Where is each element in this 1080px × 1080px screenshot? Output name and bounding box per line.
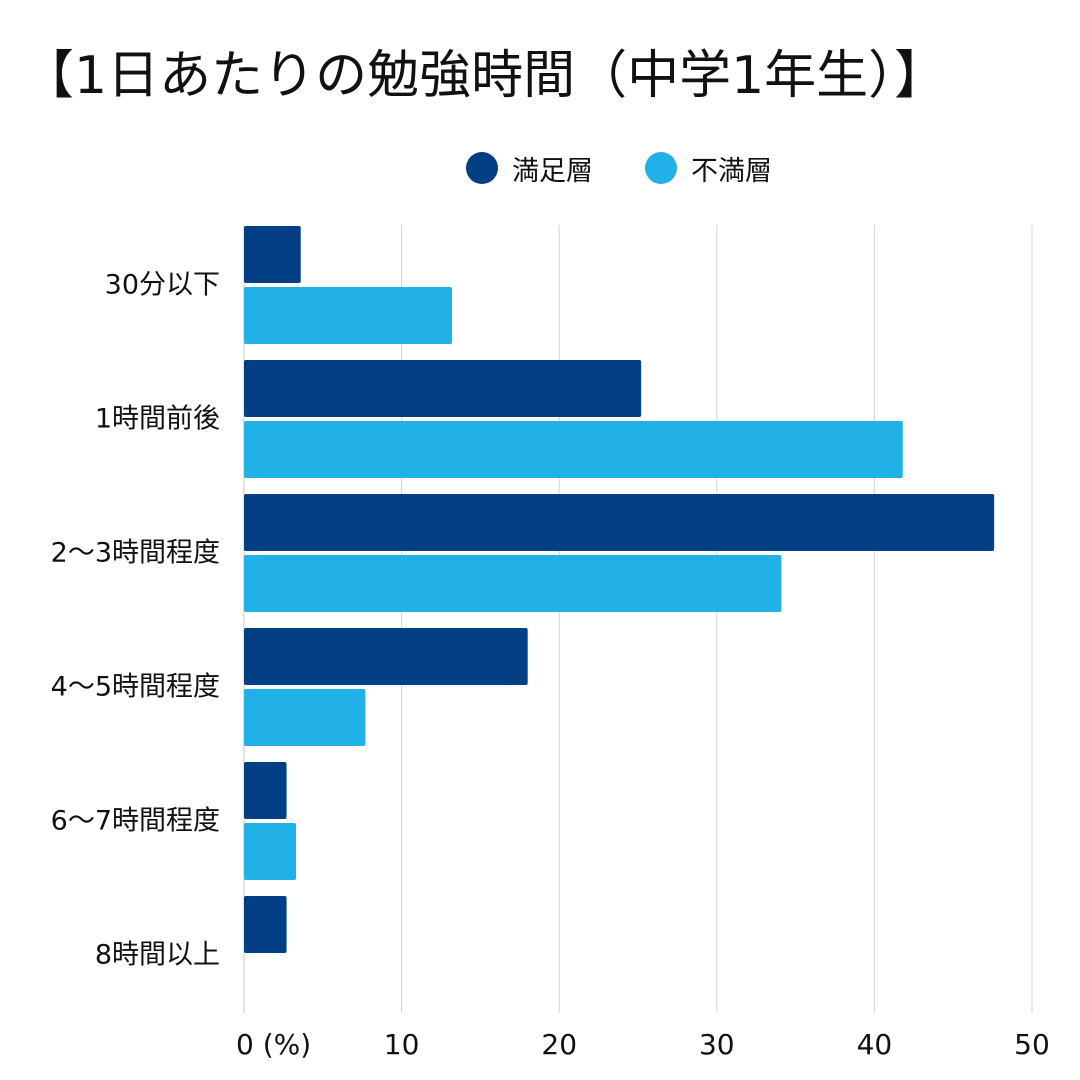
x-tick-label: 30 <box>699 1028 735 1061</box>
bar-satisfied <box>244 494 995 551</box>
bar-satisfied <box>244 896 287 953</box>
legend-marker-dissatisfied <box>645 152 677 184</box>
x-tick-label: 0 (%) <box>236 1028 311 1061</box>
x-tick-label: 20 <box>541 1028 577 1061</box>
bar-dissatisfied <box>244 287 453 344</box>
category-label: 1時間前後 <box>95 404 220 435</box>
legend-marker-satisfied <box>466 152 498 184</box>
legend-label-satisfied: 満足層 <box>512 155 593 187</box>
legend-item-satisfied: 満足層 <box>466 149 593 188</box>
bar-dissatisfied <box>244 689 366 746</box>
x-tick-label: 40 <box>857 1028 893 1061</box>
chart-legend: 満足層 不満層 <box>466 149 772 188</box>
chart-title: 【1日あたりの勉強時間（中学1年生）】 <box>22 46 947 106</box>
bar-satisfied <box>244 628 528 685</box>
bar-satisfied <box>244 360 642 417</box>
bar-satisfied <box>244 762 287 819</box>
category-label: 2〜3時間程度 <box>51 538 220 569</box>
category-label: 4〜5時間程度 <box>51 672 220 703</box>
x-tick-label: 50 <box>1014 1028 1050 1061</box>
x-tick-label: 10 <box>384 1028 420 1061</box>
category-label: 30分以下 <box>105 270 220 301</box>
category-label: 6〜7時間程度 <box>51 806 220 837</box>
legend-item-dissatisfied: 不満層 <box>645 149 772 188</box>
bar-satisfied <box>244 226 301 283</box>
legend-label-dissatisfied: 不満層 <box>691 155 772 187</box>
bar-dissatisfied <box>244 555 782 612</box>
bar-dissatisfied <box>244 421 903 478</box>
bar-dissatisfied <box>244 823 297 880</box>
category-label: 8時間以上 <box>95 940 220 971</box>
